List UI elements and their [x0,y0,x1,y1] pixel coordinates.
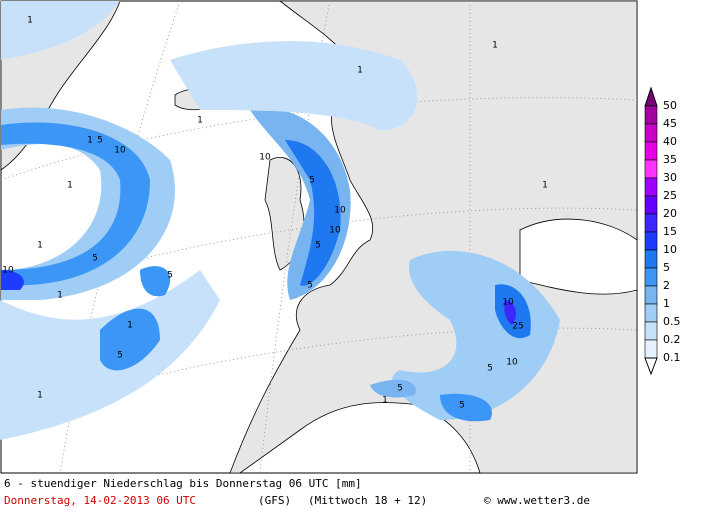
contour-label: 10 [502,298,514,308]
contour-label: 10 [329,226,341,236]
contour-label: 10 [334,206,346,216]
contour-label: 5 [167,271,173,281]
contour-label: 5 [92,254,98,264]
legend-label: 0.2 [663,333,681,346]
contour-label: 1 [382,396,388,406]
legend-color-box [644,105,658,125]
black-sea [519,218,638,295]
legend-label: 20 [663,207,677,220]
legend-color-box [644,249,658,269]
legend-arrow-bottom [644,357,658,376]
contour-label: 5 [307,281,313,291]
legend-label: 15 [663,225,677,238]
legend-label: 50 [663,99,677,112]
legend: 50 45 40 35 30 25 20 15 10 5 2 1 0.5 0.2 0.1 [644,86,681,376]
legend-color-box [644,231,658,251]
contour-label: 1 [542,181,548,191]
legend-label: 0.1 [663,351,681,364]
contour-label: 1 [37,391,43,401]
legend-color-box [644,159,658,179]
legend-color-box [644,303,658,323]
contour-label: 1 [127,321,133,331]
contour-label: 10 [114,146,126,156]
legend-label: 5 [663,261,670,274]
legend-color-box [644,321,658,341]
contour-label: 5 [97,136,103,146]
contour-label: 10 [2,266,14,276]
contour-label: 1 [37,241,43,251]
contour-label: 1 [357,66,363,76]
legend-label: 0.5 [663,315,681,328]
footer-credit: © www.wetter3.de [484,494,590,507]
legend-color-box [644,339,658,359]
legend-color-box [644,141,658,161]
legend-color-box [644,123,658,143]
footer-title: 6 - stuendiger Niederschlag bis Donnerst… [4,477,362,490]
contour-label: 5 [117,351,123,361]
contour-label: 1 [87,136,93,146]
legend-label: 2 [663,279,670,292]
legend-label: 30 [663,171,677,184]
legend-label: 25 [663,189,677,202]
contour-label: 10 [259,153,271,163]
contour-label: 1 [57,291,63,301]
legend-label: 10 [663,243,677,256]
contour-label: 1 [492,41,498,51]
legend-label: 1 [663,297,670,310]
contour-label: 25 [512,322,523,332]
legend-color-box [644,213,658,233]
footer-date: Donnerstag, 14-02-2013 06 UTC [4,494,196,507]
contour-label: 1 [197,116,203,126]
legend-label: 40 [663,135,677,148]
legend-color-box [644,285,658,305]
contour-label: 5 [487,364,493,374]
footer-run: (Mittwoch 18 + 12) [308,494,427,507]
legend-label: 45 [663,117,677,130]
contour-label: 1 [27,16,33,26]
contour-label: 5 [397,384,403,394]
legend-color-box [644,177,658,197]
contour-label: 5 [315,241,321,251]
contour-label: 1 [67,181,73,191]
legend-label: 35 [663,153,677,166]
footer-model: (GFS) [258,494,291,507]
legend-color-box [644,195,658,215]
contour-label: 10 [506,358,518,368]
precipitation [0,1,560,440]
legend-color-box [644,267,658,287]
contour-label: 5 [309,176,315,186]
contour-label: 5 [459,401,465,411]
